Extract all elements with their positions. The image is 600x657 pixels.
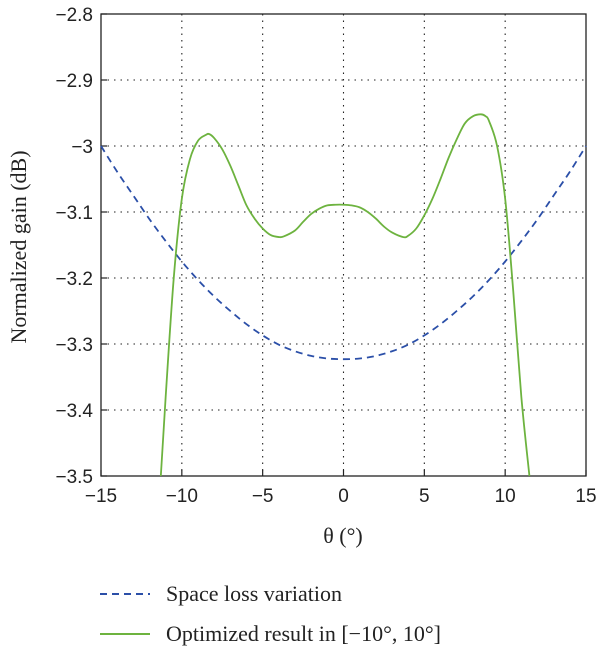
y-tick-label: −3	[71, 137, 93, 158]
plot-frame	[100, 13, 587, 477]
y-tick-label: −3.5	[55, 467, 93, 488]
x-axis-label: θ (°)	[323, 523, 363, 548]
y-tick-label: −3.4	[55, 401, 93, 422]
y-axis-label: Normalized gain (dB)	[6, 150, 31, 343]
y-tick-label: −2.9	[55, 71, 93, 92]
x-tick-label: −5	[252, 486, 274, 507]
x-tick-label: 15	[575, 486, 596, 507]
y-tick-label: −3.1	[55, 203, 93, 224]
grid-lines	[101, 14, 586, 476]
series-optimized-line	[159, 113, 531, 477]
x-tick-label: −15	[85, 486, 117, 507]
legend: Space loss variation Optimized result in…	[100, 581, 441, 646]
series-space-loss-line	[100, 145, 587, 361]
y-axis-ticks: −2.8 −2.9 −3 −3.1 −3.2 −3.3 −3.4 −3.5	[55, 5, 107, 488]
x-axis-ticks: −15 −10 −5 0 5 10 15	[85, 470, 597, 507]
series-lines	[100, 113, 587, 477]
x-tick-label: 0	[338, 486, 349, 507]
legend-label-optimized: Optimized result in [−10°, 10°]	[166, 621, 441, 646]
x-tick-label: 5	[419, 486, 430, 507]
x-tick-label: 10	[495, 486, 516, 507]
y-tick-label: −3.2	[55, 269, 93, 290]
x-tick-label: −10	[166, 486, 198, 507]
legend-label-space-loss: Space loss variation	[166, 581, 342, 606]
y-tick-label: −3.3	[55, 335, 93, 356]
y-tick-label: −2.8	[55, 5, 93, 26]
